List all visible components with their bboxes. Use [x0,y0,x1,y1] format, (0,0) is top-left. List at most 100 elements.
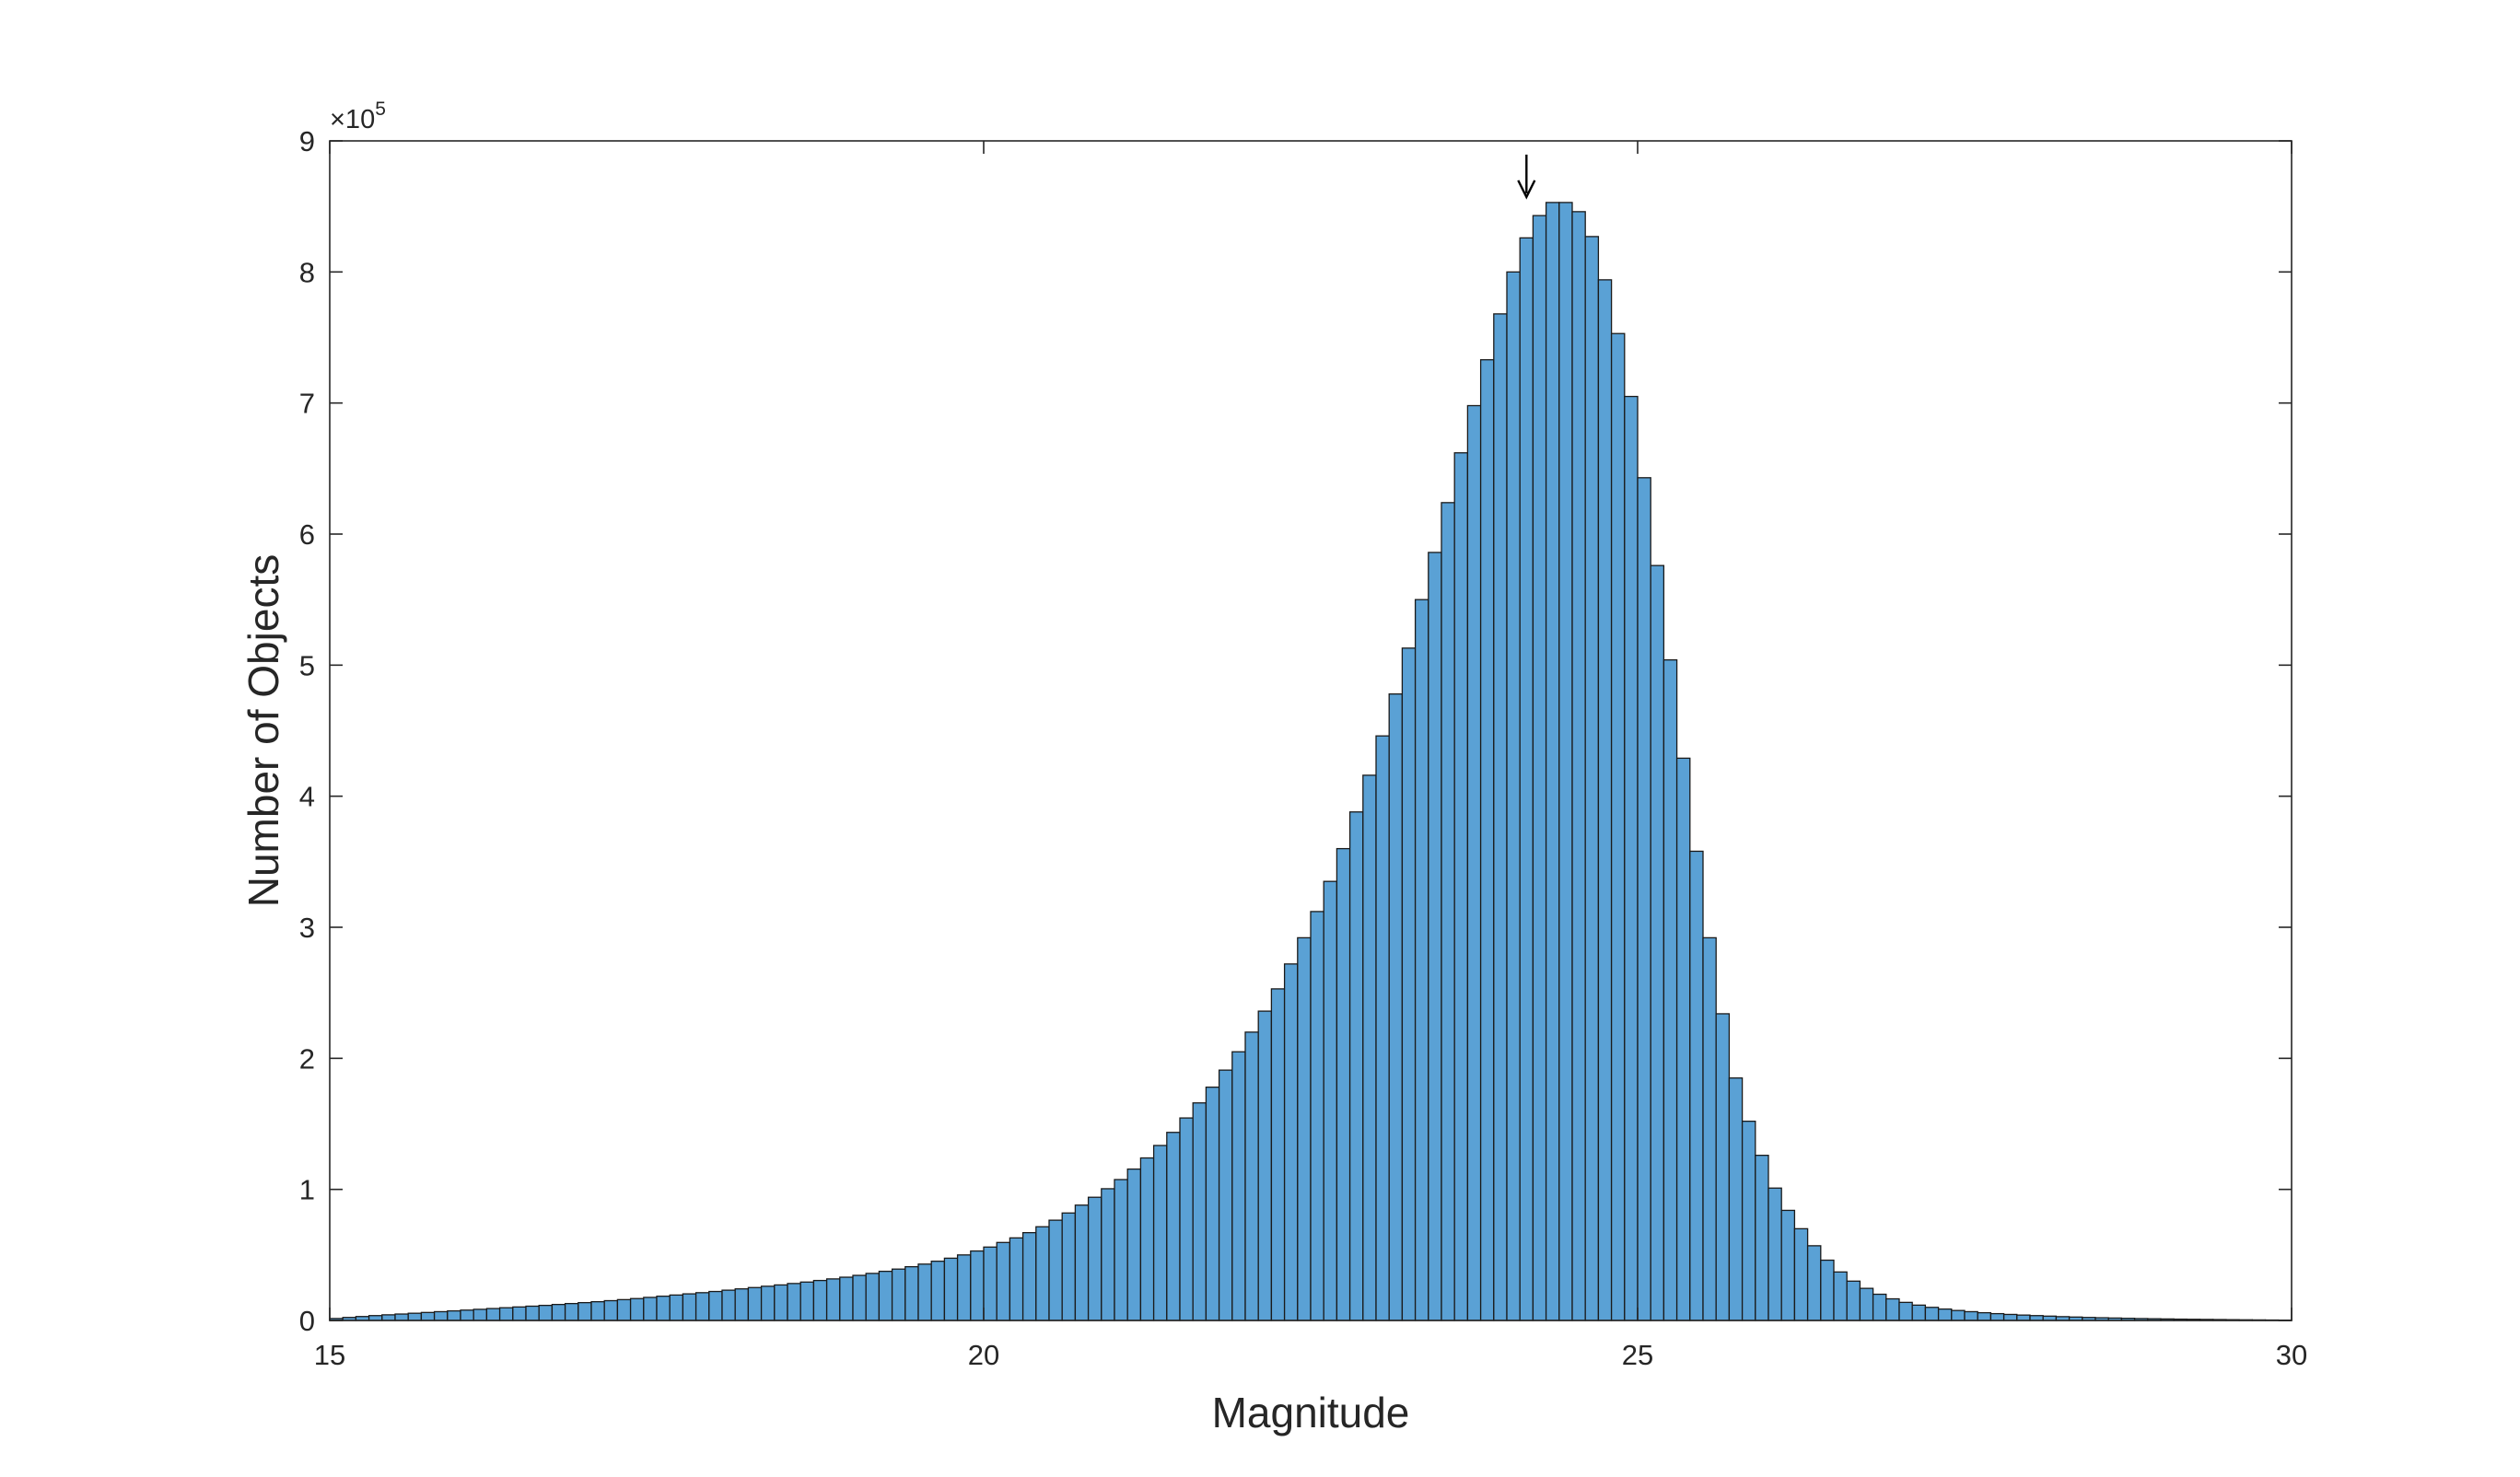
histogram-bar [1270,988,1286,1321]
y-tick-label: 6 [299,518,315,551]
histogram-bar [1466,404,1482,1321]
histogram-bar [1179,1117,1194,1321]
histogram-bar [1348,811,1364,1321]
histogram-bar [1571,211,1586,1321]
histogram-bar [1898,1301,1913,1321]
y-exponent-power: 5 [375,99,386,120]
histogram-bar [852,1274,867,1321]
histogram-bar [747,1286,763,1321]
histogram-bar [1087,1196,1102,1321]
histogram-bar [1937,1308,1953,1321]
histogram-bar [1453,452,1469,1321]
histogram-bar [1911,1304,1927,1321]
histogram-bar [787,1283,801,1321]
x-tick-label: 30 [2276,1339,2307,1371]
histogram-bar [1806,1245,1822,1321]
histogram-bar [538,1304,554,1321]
histogram-bar [551,1303,566,1321]
histogram-bar [774,1284,788,1321]
histogram-bar [447,1309,461,1321]
histogram-bar [708,1290,723,1321]
histogram-bar [1584,236,1600,1321]
y-tick-label: 5 [299,649,315,681]
histogram-bar [590,1301,605,1321]
histogram-bar [1152,1145,1168,1321]
histogram-bar [669,1294,684,1321]
histogram-bar [407,1312,423,1321]
histogram-bar [1964,1310,1978,1321]
histogram-bar [656,1296,671,1321]
histogram-bar [917,1263,932,1321]
y-tick-label: 2 [299,1042,315,1075]
histogram-bar [1780,1209,1796,1321]
histogram-bar [1035,1226,1050,1321]
histogram-bar [1728,1077,1744,1321]
histogram-bar [1506,271,1521,1321]
histogram-bar [1244,1031,1259,1321]
y-tick-label: 8 [299,256,315,288]
histogram-bar [1597,279,1613,1321]
histogram-bar [1741,1121,1756,1321]
histogram-bar [983,1246,998,1321]
histogram-bar [1820,1259,1835,1321]
y-axis-title: Number of Objects [239,554,287,907]
histogram-bar [512,1306,527,1321]
y-tick-label: 7 [299,388,315,420]
histogram-bar [1283,963,1299,1321]
histogram-bar [904,1265,919,1321]
histogram-bar [839,1276,854,1321]
histogram-bar [1323,880,1338,1321]
bar-group [329,202,2292,1321]
histogram-bar [472,1308,488,1321]
histogram-bar [1126,1168,1142,1321]
histogram-bar [1558,202,1573,1321]
histogram-bar [1833,1271,1848,1321]
x-tick-label: 15 [314,1339,345,1371]
histogram-bar [1479,359,1495,1321]
histogram-bar [1702,936,1717,1321]
histogram-bar [1951,1309,1966,1321]
histogram-bar [812,1279,828,1321]
histogram-bar [643,1297,658,1321]
histogram-bar [1624,395,1639,1321]
histogram-bar [1872,1293,1887,1321]
histogram-bar [1637,477,1651,1321]
histogram-bar [1755,1155,1769,1321]
histogram-bar [1493,313,1508,1321]
histogram-bar [878,1270,893,1321]
y-tick-label: 3 [299,912,315,944]
x-tick-label: 25 [1622,1339,1653,1371]
histogram-bar [1519,237,1534,1321]
histogram-bar [460,1309,474,1321]
histogram-bar [891,1268,906,1321]
histogram-bar [1401,647,1417,1321]
histogram-bar [1885,1297,1900,1321]
histogram-bar [381,1314,396,1321]
y-tick-label: 9 [299,125,315,157]
histogram-bar [525,1305,540,1321]
histogram-bar [799,1281,815,1321]
histogram-bar [1662,658,1678,1321]
histogram-bar [498,1307,514,1321]
histogram-bar [865,1273,881,1321]
histogram-bar [616,1298,632,1321]
histogram-bar [996,1241,1011,1321]
histogram-bar [1989,1312,2005,1321]
arrow-head [1517,180,1536,200]
histogram-bar [603,1299,619,1321]
histogram-bar [1362,774,1377,1321]
histogram-bar [1101,1188,1115,1321]
histogram-bar [394,1313,409,1321]
histogram-bar [734,1288,750,1321]
tick-group: 15 20 25 30 0 1 2 3 4 5 6 7 8 9 [299,125,2307,1371]
histogram-bar [1610,332,1626,1321]
histogram-bar [1231,1051,1246,1321]
histogram-bar [1545,202,1560,1321]
histogram-bar [1139,1157,1155,1321]
histogram-bar [1048,1219,1063,1321]
histogram-bar [629,1297,645,1321]
histogram-bar [694,1292,710,1321]
histogram-bar [1336,847,1351,1321]
axes-box [329,140,2292,1321]
